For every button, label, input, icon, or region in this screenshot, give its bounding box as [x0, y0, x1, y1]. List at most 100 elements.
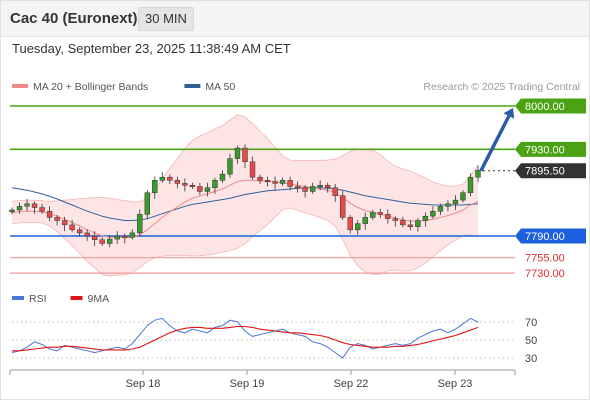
candle-body	[475, 170, 481, 178]
bollinger-lower	[11, 207, 479, 277]
x-tick-label: Sep 19	[230, 378, 265, 390]
ma20-line	[11, 179, 479, 239]
legend-swatch	[12, 84, 28, 88]
moving-averages	[11, 179, 479, 239]
candle-body	[287, 180, 293, 187]
candle-body	[39, 207, 45, 212]
candle-body	[309, 186, 316, 192]
bollinger-bands	[11, 114, 479, 277]
level-label: 7930.00	[525, 144, 565, 156]
x-tick-label: Sep 18	[126, 378, 161, 390]
legend-label: MA 50	[205, 81, 235, 93]
candle-body	[152, 180, 158, 193]
candle-body	[302, 187, 308, 192]
candle-body	[212, 180, 218, 188]
candle-body	[415, 220, 421, 227]
level-tag	[515, 228, 586, 244]
chart-header: Cac 40 (Euronext) 30 MIN	[0, 0, 590, 37]
candle-body	[76, 229, 83, 234]
bollinger-upper	[11, 114, 479, 203]
rsi-panel: RSI 9MA 70 50 30	[11, 293, 537, 365]
candle-body	[61, 220, 68, 226]
candle-body	[197, 186, 203, 192]
candle-body	[249, 161, 256, 178]
rsi-tick-label: 50	[525, 335, 537, 347]
candle-body	[385, 214, 391, 219]
candle-body	[54, 217, 60, 221]
candle-body	[362, 217, 368, 224]
forecast-arrow	[479, 108, 515, 172]
candle-body	[144, 192, 150, 215]
candle-body	[272, 181, 278, 184]
timestamp: Tuesday, September 23, 2025 11:38:49 AM …	[12, 41, 291, 56]
candle-body	[167, 176, 173, 181]
candle-body	[189, 184, 196, 187]
candle-body	[46, 210, 53, 218]
candle-body	[69, 224, 75, 231]
candle-body	[460, 192, 466, 201]
rsi-tick-label: 70	[525, 317, 537, 329]
forecast-arrow-head	[503, 108, 515, 119]
candle-body	[430, 210, 436, 217]
level-labels: 8000.00 7930.00 7895.50 7790.00 7755.00 7730.…	[515, 98, 586, 280]
x-tick-label: Sep 22	[334, 378, 369, 390]
candle-body	[407, 224, 414, 227]
x-axis: Sep 18 Sep 19 Sep 22 Sep 23	[9, 369, 516, 390]
candle-body	[445, 203, 451, 207]
candle-body	[452, 199, 459, 205]
candle-body	[84, 232, 90, 237]
forecast-arrow-shaft	[479, 115, 511, 172]
candle-body	[422, 215, 429, 221]
candle-body	[107, 238, 113, 244]
candle-body	[182, 183, 188, 186]
level-tag	[515, 98, 586, 114]
candle-body	[264, 180, 271, 183]
rsi-line	[11, 317, 479, 359]
main-legend: MA 20 + Bollinger Bands MA 50	[12, 81, 235, 93]
candle-body	[227, 158, 233, 175]
ma50-line	[11, 187, 479, 221]
level-tag	[515, 141, 586, 157]
instrument-title: Cac 40 (Euronext)	[10, 10, 138, 27]
rsi-ma9-line	[12, 325, 479, 352]
level-label: 7790.00	[525, 231, 565, 243]
rsi-legend-label: 9MA	[88, 293, 110, 305]
candle-body	[370, 212, 376, 218]
level-label: 7730.00	[525, 268, 565, 280]
candle-body	[24, 203, 30, 207]
rsi-tick-label: 30	[525, 353, 537, 365]
candle-body	[392, 218, 399, 221]
candle-body	[16, 206, 23, 211]
candle-body	[332, 187, 338, 197]
rsi-legend-label: RSI	[29, 293, 47, 305]
candle-body	[347, 217, 353, 231]
candle-body	[31, 203, 38, 208]
candle-body	[114, 235, 120, 240]
candle-body	[129, 232, 135, 238]
bollinger-band-fill	[12, 114, 478, 277]
candle-body	[174, 180, 181, 184]
interval-button[interactable]: 30 MIN	[138, 7, 194, 31]
level-label: 7895.50	[525, 166, 565, 178]
legend-swatch	[184, 84, 201, 88]
rsi-legend-swatch	[12, 296, 24, 300]
candle-body	[377, 212, 383, 215]
candle-body	[279, 180, 286, 184]
candle-body	[467, 176, 474, 193]
candle-body	[355, 223, 361, 231]
candle-body	[437, 206, 444, 212]
candle-body	[324, 184, 331, 188]
candle-body	[204, 187, 211, 192]
candlesticks	[9, 144, 481, 248]
watermark: Research © 2025 Trading Central	[423, 81, 580, 93]
candle-body	[91, 235, 98, 240]
candle-body	[340, 195, 346, 218]
candle-body	[137, 214, 143, 234]
candle-body	[317, 184, 323, 187]
legend-label: MA 20 + Bollinger Bands	[33, 81, 148, 93]
level-tag	[515, 163, 586, 179]
x-tick-label: Sep 23	[438, 378, 473, 390]
candle-body	[242, 147, 248, 162]
candle-body	[159, 176, 166, 181]
